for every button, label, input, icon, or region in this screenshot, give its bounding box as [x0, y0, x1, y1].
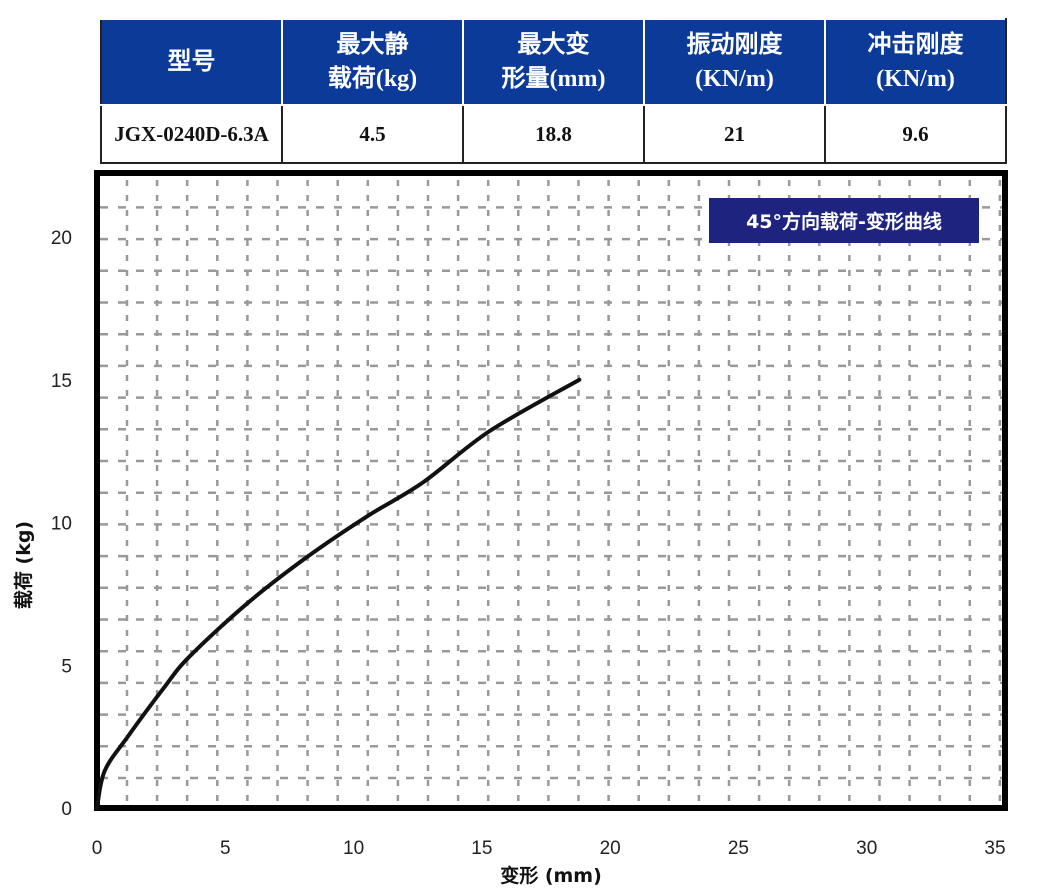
- table-header-row: 型号 最大静 载荷(kg) 最大变 形量(mm) 振动刚度 (KN/m) 冲击刚度 (K…: [100, 18, 1007, 106]
- y-tick-label: 5: [61, 656, 72, 677]
- y-tick-label: 15: [51, 371, 72, 392]
- x-tick-label: 0: [92, 838, 103, 859]
- header-max-static-load: 最大静 载荷(kg): [281, 18, 464, 106]
- x-tick-label: 20: [600, 838, 621, 859]
- y-tick-label: 10: [51, 514, 72, 535]
- cell-max-static-load: 4.5: [281, 104, 464, 164]
- x-tick-label: 30: [856, 838, 877, 859]
- x-axis-label: 变形 (mm): [500, 864, 602, 887]
- x-tick-label: 10: [343, 838, 364, 859]
- legend: 45°方向载荷-变形曲线: [709, 198, 979, 243]
- x-tick-labels: 0 5 10 15 20 25 30 35: [92, 838, 1006, 859]
- grid: [100, 180, 1002, 805]
- y-tick-label: 20: [51, 228, 72, 249]
- cell-impact-stiffness: 9.6: [824, 104, 1007, 164]
- x-tick-label: 25: [728, 838, 749, 859]
- cell-model: JGX-0240D-6.3A: [100, 104, 283, 164]
- x-tick-label: 35: [984, 838, 1005, 859]
- header-vibration-stiffness: 振动刚度 (KN/m): [643, 18, 826, 106]
- header-model: 型号: [100, 18, 283, 106]
- legend-label: 45°方向载荷-变形曲线: [746, 211, 942, 233]
- y-tick-labels: 0 5 10 15 20: [51, 228, 72, 820]
- y-tick-label: 0: [61, 799, 72, 820]
- header-max-deformation: 最大变 形量(mm): [462, 18, 645, 106]
- plot-frame: [94, 170, 1008, 811]
- x-tick-label: 15: [471, 838, 492, 859]
- x-tick-label: 5: [220, 838, 231, 859]
- y-axis-label: 载荷 (kg): [12, 521, 35, 609]
- header-impact-stiffness: 冲击刚度 (KN/m): [824, 18, 1007, 106]
- spec-table: 型号 最大静 载荷(kg) 最大变 形量(mm) 振动刚度 (KN/m) 冲击刚度 (K…: [100, 18, 1007, 164]
- cell-max-deformation: 18.8: [462, 104, 645, 164]
- series-line: [95, 377, 582, 810]
- table-row: JGX-0240D-6.3A 4.5 18.8 21 9.6: [100, 104, 1007, 164]
- cell-vibration-stiffness: 21: [643, 104, 826, 164]
